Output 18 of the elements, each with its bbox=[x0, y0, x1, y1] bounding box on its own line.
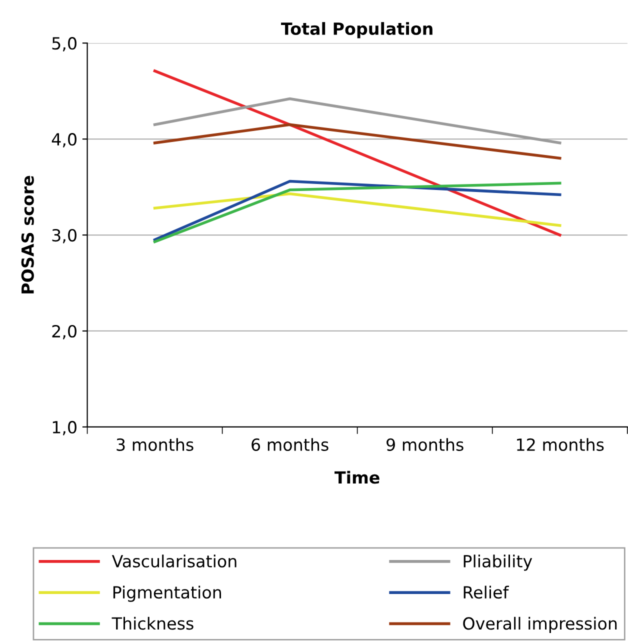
legend-label: Vascularisation bbox=[112, 554, 236, 568]
legend-label: Pigmentation bbox=[113, 586, 222, 602]
x-tick-label: 6 months bbox=[252, 438, 328, 451]
y-tick-label: 4,0 bbox=[52, 133, 76, 148]
y-tick-label: 3,0 bbox=[52, 228, 76, 244]
y-tick-label: 1,0 bbox=[52, 420, 76, 436]
y-tick-label: 2,0 bbox=[52, 324, 76, 340]
legend-label: Relief bbox=[464, 586, 509, 599]
y-axis-title: POSAS score bbox=[21, 176, 34, 294]
x-axis-title: Time bbox=[334, 470, 380, 484]
x-tick-label: 9 months bbox=[386, 438, 464, 451]
legend-label: Pliability bbox=[464, 554, 532, 571]
x-tick-label: 3 months bbox=[116, 438, 194, 451]
x-tick-label: 12 months bbox=[517, 438, 604, 451]
chart-title: Total Population bbox=[281, 22, 432, 38]
y-tick-label: 5,0 bbox=[52, 37, 76, 52]
legend-label: Thickness bbox=[112, 616, 194, 630]
legend-label: Overall impression bbox=[463, 616, 617, 633]
